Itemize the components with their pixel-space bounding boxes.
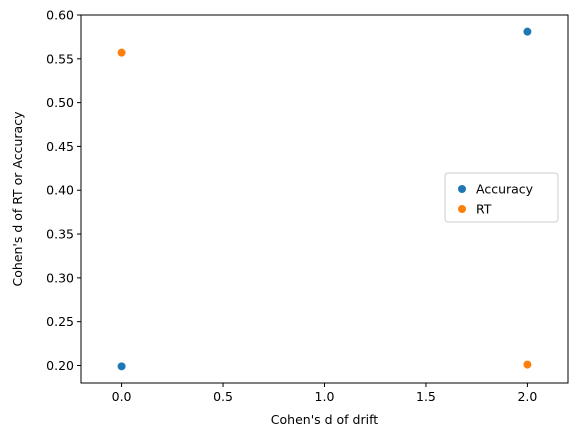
y-tick-label: 0.20 (46, 358, 74, 373)
x-axis-label: Cohen's d of drift (271, 412, 378, 427)
point-rt-0 (118, 49, 126, 57)
y-tick-label: 0.60 (46, 8, 74, 23)
y-tick-label: 0.40 (46, 183, 74, 198)
x-tick-label: 1.5 (416, 389, 436, 404)
legend-label-accuracy: Accuracy (476, 182, 534, 197)
legend-label-rt: RT (476, 202, 492, 217)
x-axis-ticks: 0.0 0.5 1.0 1.5 2.0 (112, 383, 538, 404)
point-accuracy-0 (118, 362, 126, 370)
x-tick-label: 0.0 (112, 389, 132, 404)
legend-box (445, 173, 558, 222)
y-axis-label: Cohen's d of RT or Accuracy (10, 111, 25, 287)
legend-marker-rt (458, 205, 466, 213)
y-tick-label: 0.25 (46, 314, 74, 329)
point-rt-1 (523, 361, 531, 369)
legend-marker-accuracy (458, 185, 466, 193)
y-tick-label: 0.45 (46, 139, 74, 154)
x-tick-label: 0.5 (213, 389, 233, 404)
y-axis-ticks: 0.20 0.25 0.30 0.35 0.40 0.45 0.50 0.55 0.60 (46, 8, 81, 373)
point-accuracy-1 (523, 28, 531, 36)
y-tick-label: 0.55 (46, 51, 74, 66)
x-tick-label: 2.0 (517, 389, 537, 404)
y-tick-label: 0.35 (46, 227, 74, 242)
x-tick-label: 1.0 (315, 389, 335, 404)
y-tick-label: 0.30 (46, 270, 74, 285)
y-tick-label: 0.50 (46, 95, 74, 110)
legend: Accuracy RT (445, 173, 558, 222)
